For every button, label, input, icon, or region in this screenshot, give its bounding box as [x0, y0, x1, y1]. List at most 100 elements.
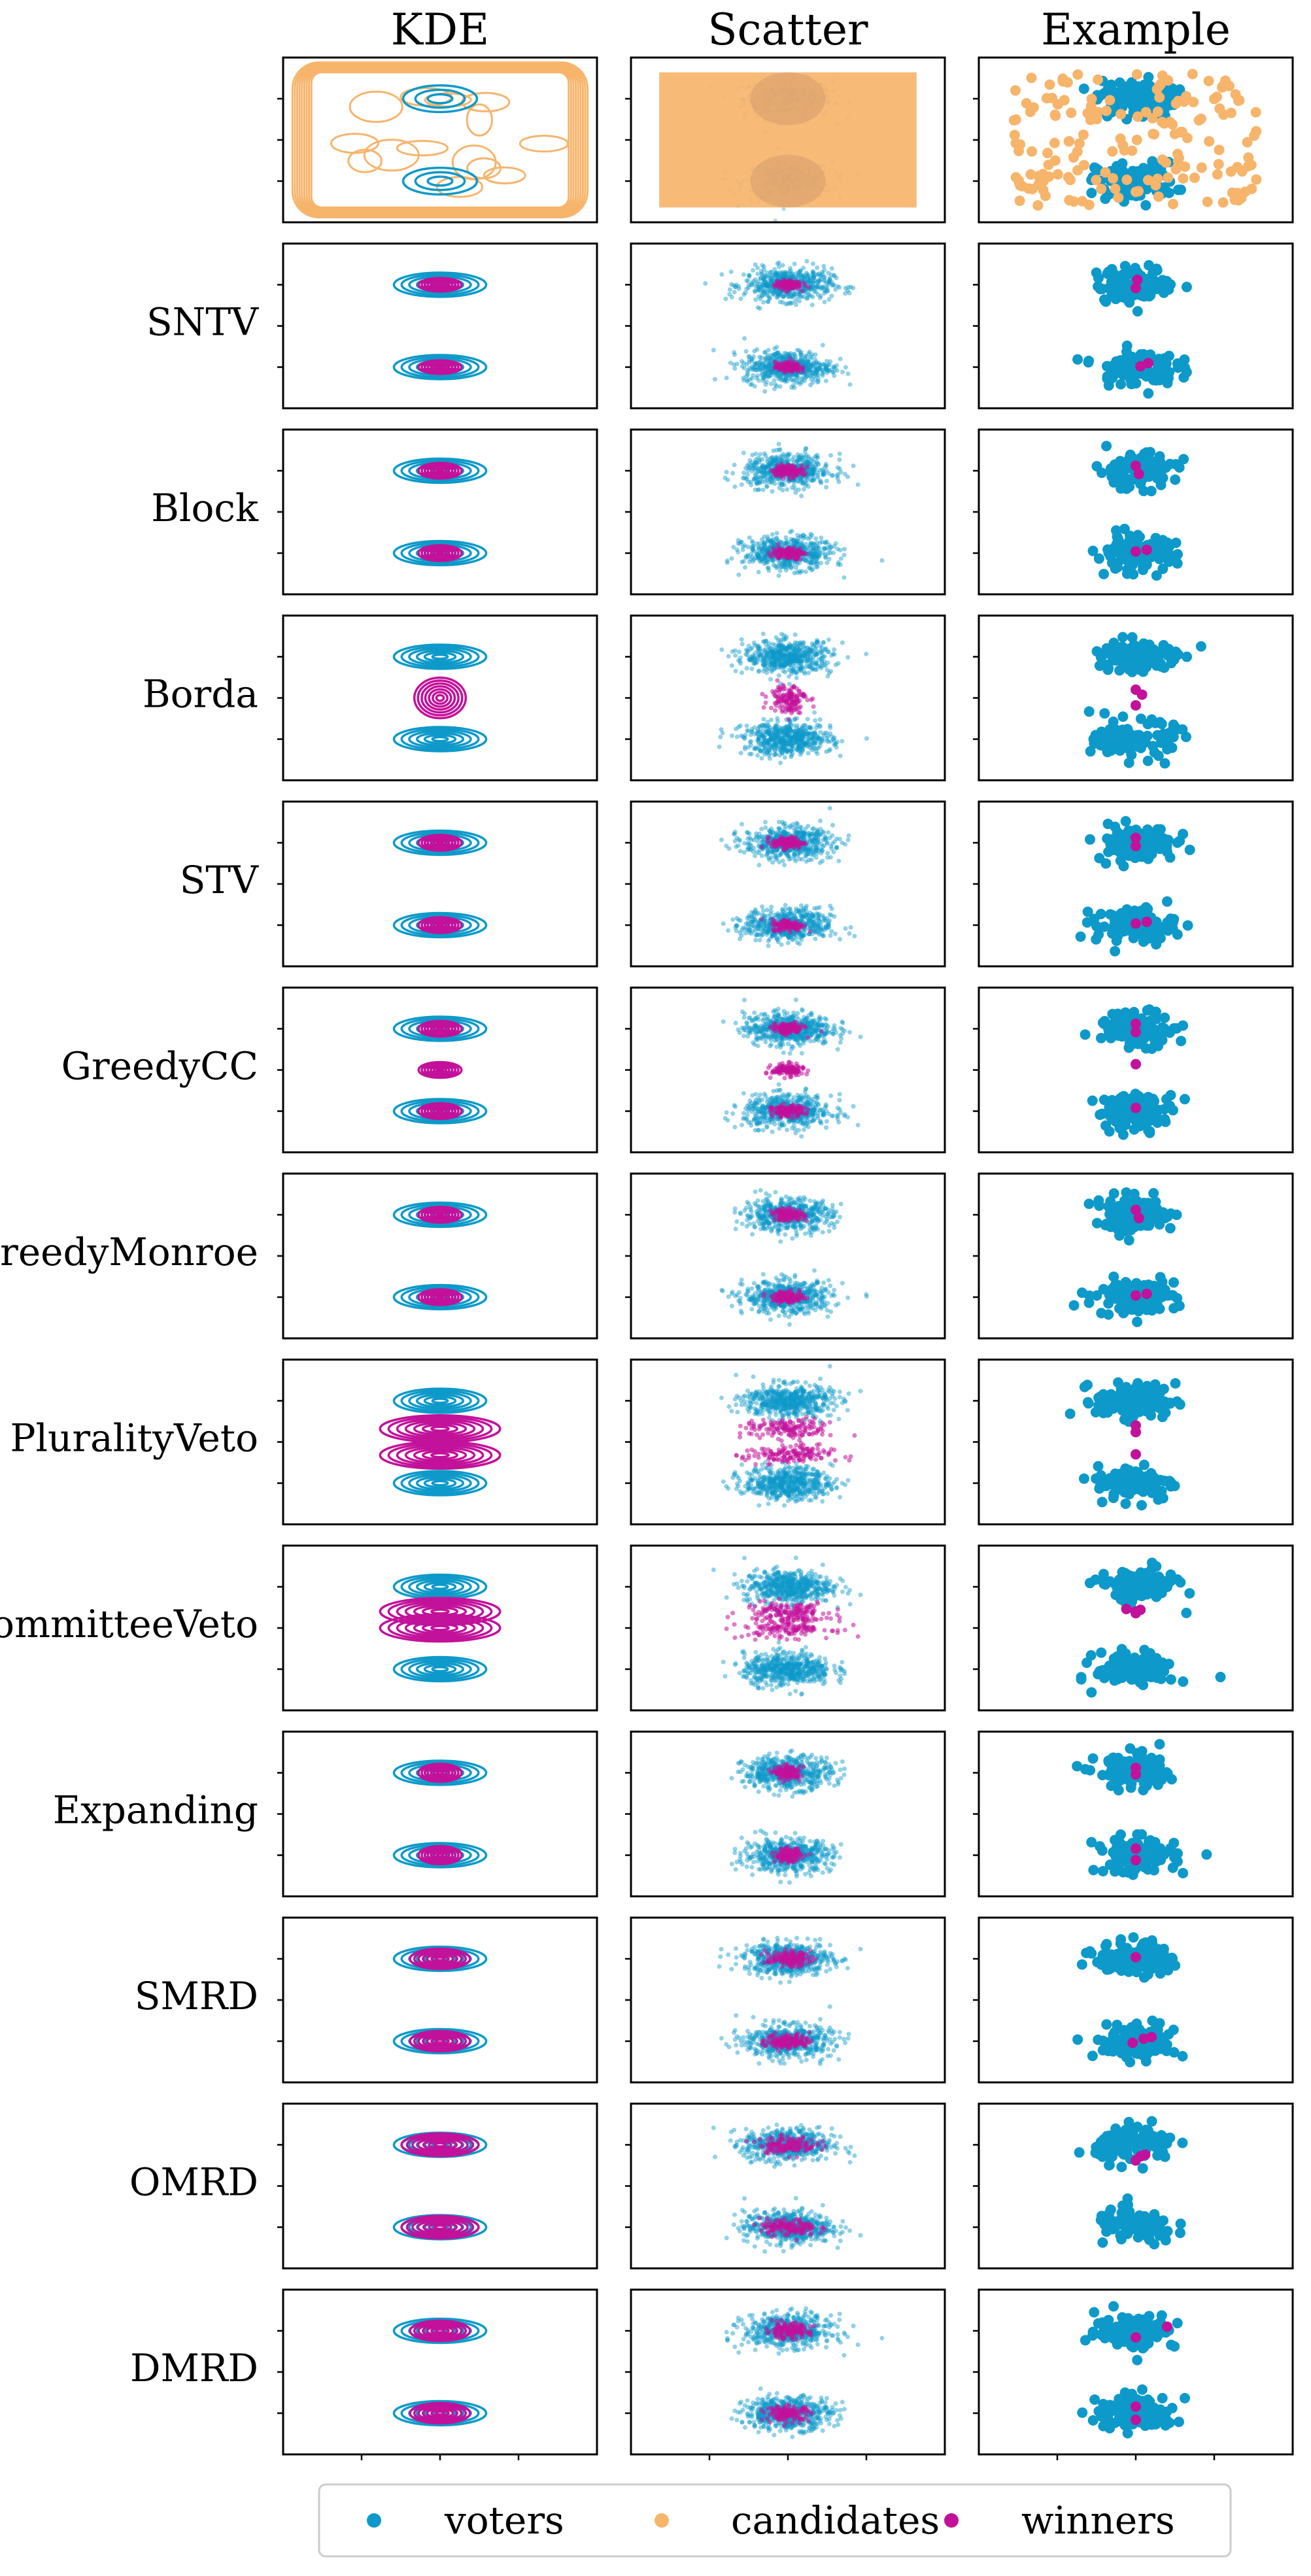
- voter-point: [830, 651, 836, 656]
- voter-point: [777, 352, 783, 358]
- voter-point: [817, 545, 822, 551]
- voter-point: [768, 677, 773, 682]
- winner-point: [805, 464, 810, 469]
- voter-point: [774, 654, 779, 660]
- voter-point: [747, 658, 753, 663]
- voter-point: [784, 540, 789, 545]
- voter-point: [804, 558, 809, 564]
- voter-point: [761, 299, 766, 305]
- voter-point: [807, 647, 812, 652]
- voter-point: [732, 648, 738, 653]
- voter-kde-contour: [423, 734, 457, 745]
- voter-point: [799, 540, 804, 545]
- voter-point: [779, 647, 784, 652]
- voter-point: [1138, 485, 1149, 496]
- voter-point: [814, 667, 819, 672]
- voter-point: [772, 651, 777, 656]
- candidate-kde-contour: [396, 139, 449, 157]
- voter-point: [755, 545, 760, 550]
- voter-point: [751, 354, 756, 359]
- voter-point: [743, 348, 749, 354]
- voter-point: [754, 281, 759, 286]
- voter-point: [749, 356, 755, 362]
- voter-point: [791, 291, 796, 296]
- voter-point: [796, 375, 801, 381]
- voter-point: [822, 472, 827, 477]
- voter-point: [744, 475, 749, 481]
- voter-point: [806, 359, 811, 364]
- voter-point: [787, 655, 792, 660]
- voter-point: [812, 467, 817, 472]
- winner-kde-contour: [413, 676, 468, 720]
- voter-point: [766, 367, 771, 373]
- voter-point: [759, 294, 764, 299]
- voter-point: [756, 284, 761, 289]
- voter-point: [753, 361, 758, 366]
- voter-point: [727, 292, 732, 297]
- winner-point: [787, 550, 792, 555]
- winner-kde-contour: [432, 690, 449, 705]
- voter-point: [812, 470, 817, 475]
- voter-point: [741, 378, 747, 383]
- voter-point: [791, 656, 796, 661]
- voter-point: [814, 372, 819, 377]
- voter-point: [749, 552, 754, 557]
- voter-point: [825, 370, 830, 375]
- voter-point: [741, 470, 747, 475]
- voter-point: [730, 471, 736, 476]
- voter-point: [800, 480, 806, 485]
- voter-point: [793, 670, 798, 675]
- panel-sntv-example: [973, 243, 1294, 409]
- voter-point: [809, 471, 815, 476]
- voter-point: [823, 288, 828, 294]
- winner-point: [799, 365, 804, 371]
- voter-point: [791, 647, 796, 652]
- candidate-point: [1209, 93, 1220, 105]
- plot-area: [723, 441, 885, 580]
- voter-point: [806, 456, 811, 462]
- candidate-point: [1025, 169, 1036, 180]
- row-label-sntv: SNTV: [146, 300, 259, 345]
- voter-kde-contour: [400, 356, 480, 379]
- voter-point: [1132, 306, 1143, 317]
- voter-point: [762, 647, 768, 652]
- voter-point: [758, 364, 763, 369]
- voter-point: [758, 559, 763, 564]
- voter-point: [809, 551, 814, 556]
- voter-point: [774, 371, 779, 377]
- voter-point: [759, 372, 764, 377]
- voter-point: [780, 300, 785, 305]
- voter-point: [800, 275, 805, 280]
- voter-point: [796, 455, 801, 460]
- winner-point: [775, 542, 781, 547]
- candidate-point: [1133, 186, 1144, 197]
- voter-point: [766, 299, 771, 304]
- voter-point: [742, 565, 747, 570]
- voter-point: [1170, 459, 1182, 470]
- panel-grid: SNTVBlockBordaSTVGreedyCCGreedyMonroePlu…: [0, 56, 1294, 2460]
- voter-point: [752, 643, 757, 648]
- voter-point: [777, 663, 783, 668]
- voter-point: [802, 461, 808, 466]
- winner-point: [775, 463, 780, 468]
- voter-point: [804, 658, 809, 663]
- voter-point: [783, 375, 789, 380]
- voter-point: [832, 647, 837, 652]
- candidate-point: [1057, 73, 1068, 84]
- voter-point: [810, 548, 815, 553]
- voter-point: [787, 657, 792, 662]
- voter-point: [785, 452, 791, 458]
- voter-point: [815, 379, 821, 384]
- voter-point: [1109, 459, 1120, 470]
- voter-kde-contour: [392, 643, 488, 670]
- voter-point: [809, 364, 814, 369]
- voter-point: [793, 490, 798, 496]
- winner-point: [801, 467, 806, 472]
- candidate-point: [1028, 102, 1039, 113]
- voter-point: [808, 364, 813, 369]
- voter-point: [802, 669, 807, 675]
- voter-point: [745, 463, 750, 468]
- voter-point: [879, 558, 885, 563]
- voter-point: [773, 382, 778, 387]
- voter-point: [791, 668, 796, 673]
